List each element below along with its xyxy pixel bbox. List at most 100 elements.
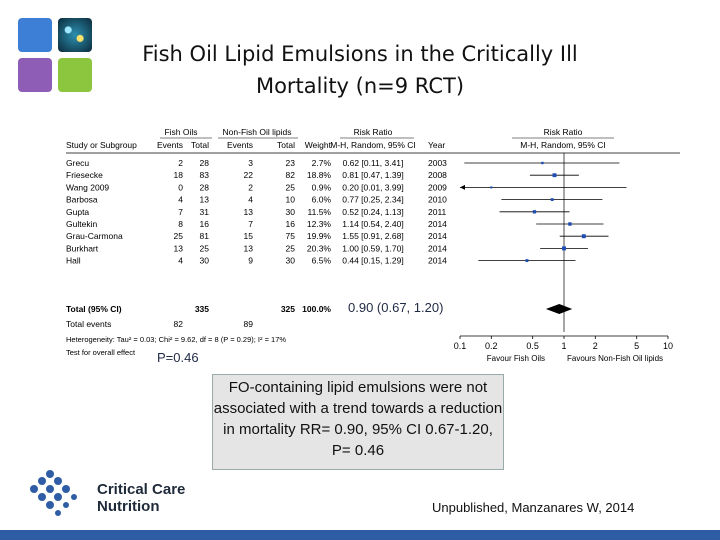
table-cell: 25 [174, 231, 184, 241]
logo-square-green [58, 58, 92, 92]
axis-tick-label: 5 [634, 341, 639, 351]
table-cell: 23 [286, 158, 296, 168]
x-axis: 0.1 0.2 0.5 1 2 5 10 [454, 335, 673, 351]
column-header: Year [428, 140, 445, 150]
table-cell: Grau-Carmona [66, 231, 123, 241]
table-cell: 2014 [428, 243, 447, 253]
table-cell: 0.62 [0.11, 3.41] [343, 158, 404, 168]
point-estimate [490, 186, 493, 189]
column-header: Events [157, 140, 183, 150]
total-fish: 335 [195, 304, 209, 314]
table-cell: 31 [200, 207, 210, 217]
point-estimate [568, 222, 572, 226]
table-cell: 1.00 [0.59, 1.70] [342, 243, 403, 253]
hdr-non-fish: Non-Fish Oil lipids [223, 127, 292, 137]
table-cell: 2.7% [312, 158, 332, 168]
axis-tick-label: 0.2 [485, 341, 498, 351]
table-cell: 4 [248, 195, 253, 205]
table-cell: 30 [286, 256, 296, 266]
table-cell: 83 [200, 170, 210, 180]
table-cell: Gupta [66, 207, 89, 217]
table-cell: 19.9% [307, 231, 332, 241]
point-estimate [550, 198, 554, 202]
forest-plot: Fish Oils Non-Fish Oil lipids Risk Ratio… [66, 127, 680, 363]
table-cell: 7 [178, 207, 183, 217]
bottom-accent-bar [0, 530, 720, 540]
table-cell: Burkhart [66, 243, 99, 253]
logo-square-photo [58, 18, 92, 52]
table-cell: Friesecke [66, 170, 103, 180]
table-cell: 16 [200, 219, 210, 229]
total-events-label: Total events [66, 319, 111, 329]
table-cell: 2009 [428, 182, 447, 192]
ccn-logo-text: Critical Care Nutrition [97, 481, 185, 515]
total-events-ctrl: 89 [244, 319, 254, 329]
table-cell: 0.9% [312, 182, 332, 192]
table-cell: 2 [248, 182, 253, 192]
table-cell: 0.44 [0.15, 1.29] [342, 256, 403, 266]
table-cell: 12.3% [307, 219, 332, 229]
total-row: Total (95% CI) 335 325 100.0% Total events 82… [66, 304, 573, 357]
column-header: Total [191, 140, 209, 150]
table-cell: 0.77 [0.25, 2.34] [342, 195, 403, 205]
column-header: Weight [305, 140, 332, 150]
table-cell: 81 [200, 231, 210, 241]
table-cell: 3 [248, 158, 253, 168]
table-cell: 28 [200, 158, 210, 168]
total-weight: 100.0% [302, 304, 331, 314]
axis-tick-label: 1 [561, 341, 566, 351]
table-cell: 16 [286, 219, 296, 229]
table-cell: 6.5% [312, 256, 332, 266]
point-estimate [581, 234, 586, 239]
slide-title: Fish Oil Lipid Emulsions in the Critical… [100, 38, 620, 102]
table-cell: 6.0% [312, 195, 332, 205]
table-cell: 2011 [428, 207, 447, 217]
table-cell: 2010 [428, 195, 447, 205]
table-cell: 22 [244, 170, 254, 180]
point-estimate [525, 259, 529, 263]
point-estimate [552, 173, 557, 178]
conclusion-note: FO-containing lipid emulsions were not a… [212, 374, 504, 470]
favour-nonfish-label: Favours Non-Fish Oil lipids [567, 354, 663, 363]
citation: Unpublished, Manzanares W, 2014 [432, 500, 635, 515]
table-cell: 1.55 [0.91, 2.68] [342, 231, 403, 241]
table-cell: 8 [178, 219, 183, 229]
axis-tick-label: 2 [593, 341, 598, 351]
table-cell: 10 [286, 195, 296, 205]
total-label: Total (95% CI) [66, 304, 122, 314]
table-cell: 30 [286, 207, 296, 217]
table-cell: 28 [200, 182, 210, 192]
brand-logo-grid [18, 18, 94, 94]
column-header: Total [277, 140, 295, 150]
table-cell: 13 [244, 207, 254, 217]
table-cell: 0.20 [0.01, 3.99] [342, 182, 403, 192]
point-estimate [541, 161, 544, 165]
column-headers: Study or Subgroup Events Total Events Total W… [66, 140, 606, 150]
table-cell: 2014 [428, 256, 447, 266]
ccn-logo-line-1: Critical Care [97, 481, 186, 498]
table-cell: 4 [178, 256, 183, 266]
point-estimate [562, 246, 566, 251]
table-cell: 25 [286, 243, 296, 253]
table-cell: 82 [286, 170, 296, 180]
table-cell: Wang 2009 [66, 182, 109, 192]
table-cell: 13 [244, 243, 254, 253]
table-cell: 18.8% [307, 170, 332, 180]
table-cell: Hall [66, 256, 81, 266]
table-cell: 11.5% [308, 207, 332, 217]
pooled-ci-callout: 0.90 (0.67, 1.20) [346, 300, 446, 315]
column-header: M-H, Random, 95% CI [330, 140, 416, 150]
table-cell: 15 [244, 231, 254, 241]
table-cell: 1.14 [0.54, 2.40] [342, 219, 403, 229]
table-cell: 18 [174, 170, 184, 180]
table-cell: 2008 [428, 170, 447, 180]
table-cell: 13 [200, 195, 210, 205]
total-ctrl: 325 [281, 304, 295, 314]
table-cell: Grecu [66, 158, 89, 168]
title-line-1: Fish Oil Lipid Emulsions in the Critical… [142, 42, 578, 66]
logo-square-blue [18, 18, 52, 52]
table-cell: Gultekin [66, 219, 97, 229]
table-cell: 13 [174, 243, 184, 253]
point-estimate [532, 210, 537, 214]
table-cell: 4 [178, 195, 183, 205]
